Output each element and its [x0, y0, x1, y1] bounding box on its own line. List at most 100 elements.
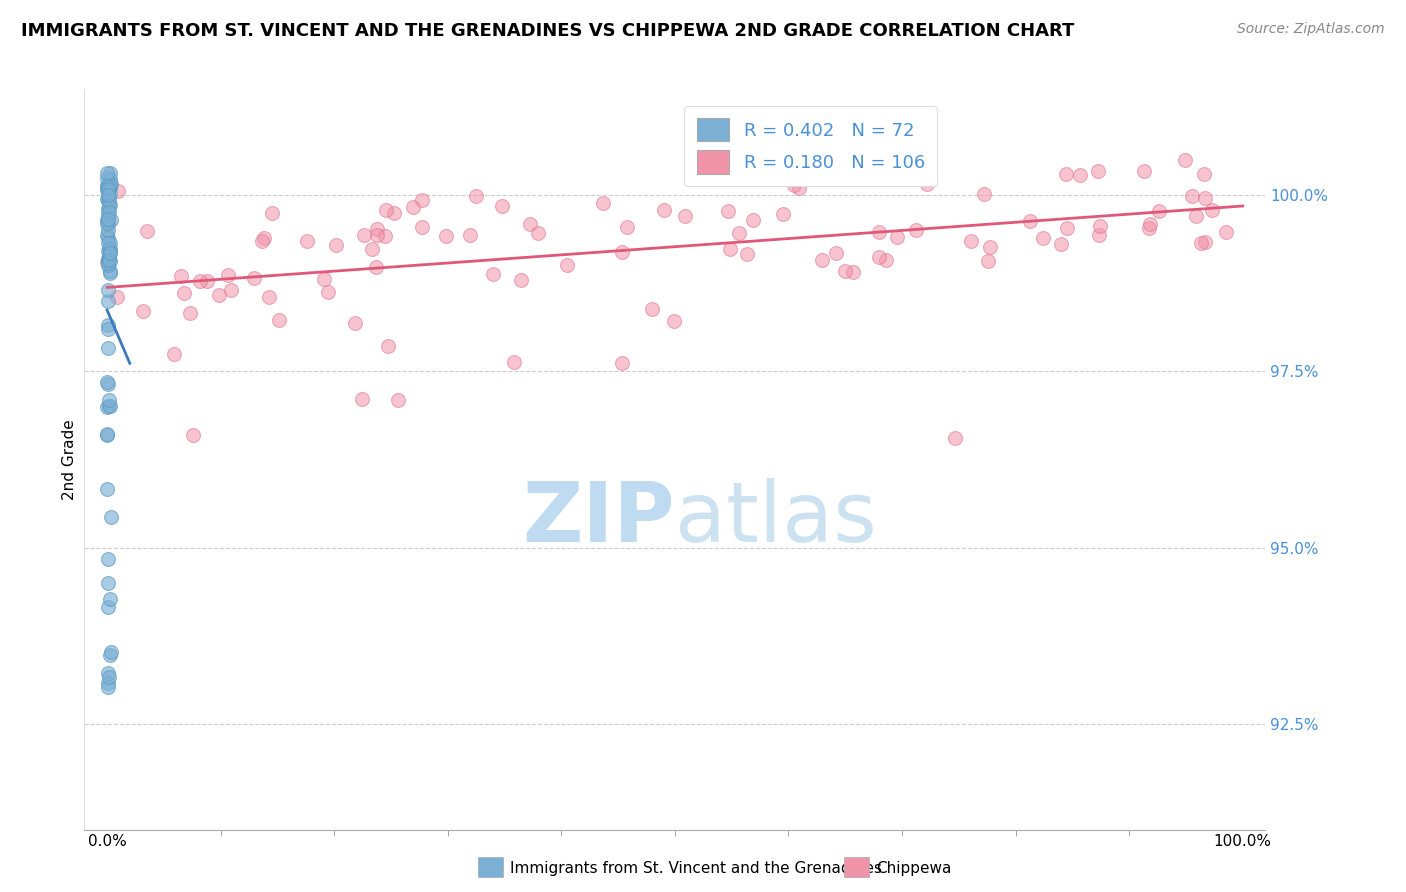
Point [1201, 203, 1223, 218]
Point [904, 169, 927, 184]
Point [377, 339, 399, 353]
Point [1192, 167, 1215, 181]
Point [717, 204, 740, 219]
Point [98, 245, 121, 260]
Point [1189, 236, 1212, 251]
Point [868, 250, 890, 264]
Point [96, 165, 118, 179]
Point [98, 399, 121, 413]
Point [96, 187, 118, 202]
Point [772, 207, 794, 221]
Point [97, 194, 120, 208]
Point [98, 254, 121, 268]
Point [97, 675, 120, 690]
Point [208, 288, 231, 302]
Point [641, 301, 664, 316]
Point [179, 306, 201, 320]
Point [170, 268, 193, 283]
Point [411, 219, 433, 234]
Point [105, 290, 128, 304]
Point [98, 235, 121, 250]
Point [364, 260, 387, 275]
Point [1032, 231, 1054, 245]
Point [97, 294, 120, 309]
Point [1139, 217, 1161, 231]
Point [100, 645, 122, 659]
Point [96, 211, 118, 226]
Point [1181, 188, 1204, 202]
Point [217, 268, 239, 282]
Point [1147, 204, 1170, 219]
Point [519, 218, 541, 232]
Point [97, 671, 120, 685]
Point [979, 240, 1001, 254]
Point [97, 376, 120, 391]
Point [350, 392, 373, 406]
Point [811, 252, 834, 267]
Point [728, 226, 751, 240]
Point [96, 400, 118, 414]
Point [402, 200, 425, 214]
Point [662, 314, 685, 328]
Point [96, 178, 118, 193]
Point [96, 213, 118, 227]
Point [162, 347, 184, 361]
Point [97, 217, 120, 231]
Point [96, 427, 118, 442]
Point [959, 234, 981, 248]
Point [97, 283, 120, 297]
Point [98, 266, 121, 280]
Point [98, 198, 121, 212]
Point [96, 183, 118, 197]
Point [1069, 168, 1091, 182]
Text: Source: ZipAtlas.com: Source: ZipAtlas.com [1237, 22, 1385, 37]
Point [96, 216, 118, 230]
Point [97, 399, 120, 413]
Point [96, 427, 118, 442]
Point [673, 209, 696, 223]
Point [610, 244, 633, 259]
Point [97, 205, 120, 219]
Point [1194, 191, 1216, 205]
Point [269, 313, 291, 327]
Point [592, 195, 614, 210]
Point [260, 206, 283, 220]
Point [316, 285, 339, 300]
Point [97, 236, 120, 251]
Point [98, 648, 121, 663]
Point [97, 252, 120, 267]
Point [97, 342, 120, 356]
Point [1056, 221, 1078, 235]
Point [98, 166, 121, 180]
Point [374, 203, 396, 218]
Point [97, 322, 120, 336]
Point [97, 252, 120, 266]
Point [97, 231, 120, 245]
Point [875, 253, 897, 268]
Text: atlas: atlas [675, 478, 876, 559]
Point [557, 258, 579, 272]
Point [96, 375, 118, 389]
Point [374, 228, 396, 243]
Point [1174, 153, 1197, 167]
Point [96, 192, 118, 206]
Point [98, 253, 121, 268]
Point [915, 177, 938, 191]
Point [97, 244, 120, 258]
Point [1215, 225, 1237, 239]
Point [250, 234, 273, 248]
Point [787, 181, 810, 195]
Point [97, 576, 120, 591]
Point [97, 680, 120, 694]
Point [742, 212, 765, 227]
Point [98, 243, 121, 257]
Point [97, 552, 120, 566]
Point [886, 230, 908, 244]
Point [259, 290, 281, 304]
Point [652, 202, 675, 217]
Point [382, 206, 405, 220]
Point [312, 272, 335, 286]
Point [325, 237, 347, 252]
Point [943, 431, 966, 445]
Point [96, 482, 118, 496]
